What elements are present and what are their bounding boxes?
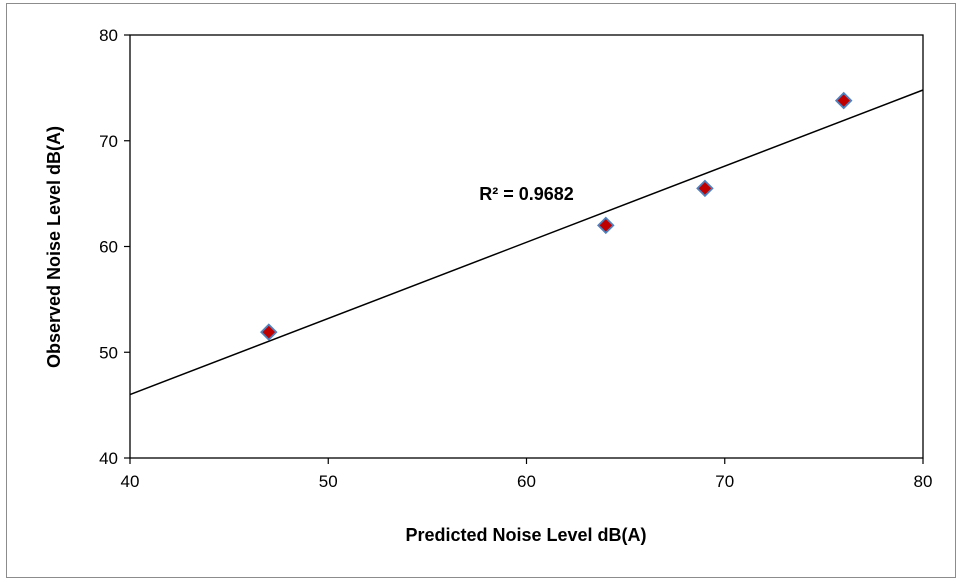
x-axis-title: Predicted Noise Level dB(A)	[405, 525, 646, 545]
y-tick-label: 40	[99, 449, 118, 468]
x-tick-label: 40	[121, 472, 140, 491]
y-tick-label: 80	[99, 26, 118, 45]
labels-layer: R² = 0.9682	[479, 184, 574, 204]
y-tick-label: 50	[99, 343, 118, 362]
plot-area	[129, 34, 924, 459]
data-point	[597, 216, 615, 235]
y-tick-label: 70	[99, 132, 118, 151]
trendline	[129, 89, 924, 396]
data-point	[834, 91, 853, 110]
x-tick-label: 70	[715, 472, 734, 491]
x-tick-label: 50	[319, 472, 338, 491]
y-axis-title: Observed Noise Level dB(A)	[44, 126, 64, 368]
r-squared-label: R² = 0.9682	[479, 184, 574, 204]
x-tick-label: 80	[914, 472, 933, 491]
ticks-layer: 40 50 60 70 80 40 50 60 70 80	[99, 26, 932, 491]
trendline-layer	[129, 89, 924, 396]
x-tick-label: 60	[517, 472, 536, 491]
data-point	[696, 179, 714, 198]
data-point	[260, 323, 278, 341]
points-layer	[260, 91, 853, 341]
y-tick-label: 60	[99, 238, 118, 257]
